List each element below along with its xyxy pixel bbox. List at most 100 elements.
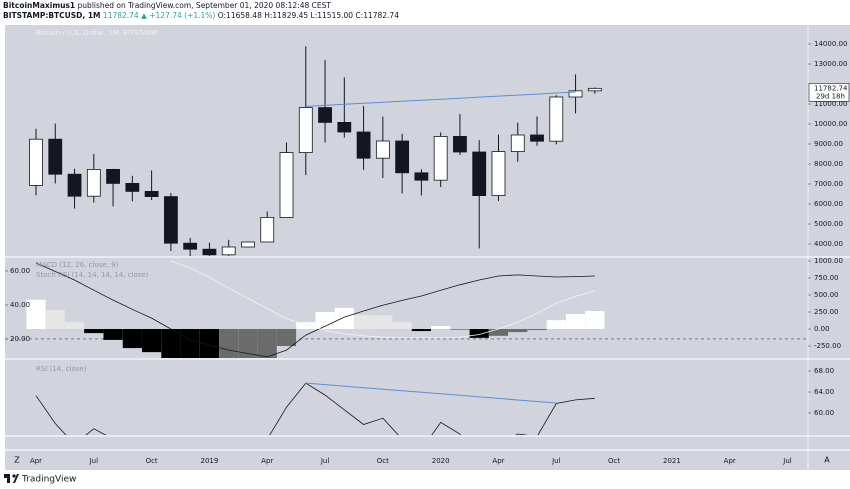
x-tick-label: Oct — [377, 457, 389, 465]
histogram-bar — [565, 314, 586, 330]
x-tick-label: Jul — [551, 457, 561, 465]
candle-body — [298, 107, 313, 153]
x-tick-label: 2021 — [663, 457, 681, 465]
y-tick-label: 64.00 — [814, 388, 834, 396]
y-tick-label: 14000.00 — [814, 40, 847, 48]
histogram-bar — [411, 329, 431, 332]
y-tick-label: 5000.00 — [814, 220, 843, 228]
histogram-bar — [45, 309, 65, 330]
candle-body — [568, 90, 583, 98]
candle-body — [144, 190, 159, 197]
candle-body — [530, 134, 544, 142]
candle-body — [106, 168, 120, 184]
candle-body — [414, 172, 429, 181]
histogram-bar — [161, 329, 181, 358]
y-tick-label: 7000.00 — [814, 180, 843, 188]
histogram-bar — [276, 329, 297, 347]
histogram-bar — [315, 312, 335, 330]
indicator-line — [35, 262, 595, 358]
last-price: 11782.74 — [814, 84, 848, 92]
trend-line — [305, 382, 557, 404]
histogram-bar — [219, 329, 239, 358]
trend-line — [305, 91, 576, 107]
histogram-bar — [546, 320, 566, 330]
x-tick-label: Apr — [492, 457, 504, 465]
candle-body — [183, 242, 198, 250]
y-tick-label: 11000.00 — [814, 100, 847, 108]
indicator-label: MACD (12, 26, close, 9) — [36, 261, 119, 269]
candle-body — [453, 135, 467, 153]
y-tick-label: 500.00 — [814, 291, 839, 299]
y-tick-label: 6000.00 — [814, 200, 843, 208]
y-tick-label: 1000.00 — [814, 257, 843, 265]
pane — [5, 260, 808, 358]
x-tick-label: Apr — [724, 457, 736, 465]
x-tick-label: Oct — [608, 457, 620, 465]
candle-body — [279, 152, 294, 218]
histogram-bar — [103, 329, 123, 340]
x-tick-label: 2020 — [432, 457, 450, 465]
candle-body — [86, 168, 101, 197]
y-tick-label: 60.00 — [814, 409, 834, 417]
y-tick-label: 4000.00 — [814, 240, 843, 248]
histogram-bar — [26, 299, 46, 330]
symbol-line: BITSTAMP:BTCUSD, 1M 11782.74 ▲ +127.74 (… — [3, 11, 399, 20]
indicator-label: RSI (14, close) — [36, 365, 87, 373]
pane — [35, 382, 595, 435]
x-tick-label: Jul — [320, 457, 330, 465]
y-tick-label: 9000.00 — [814, 140, 843, 148]
brand: TradingView — [21, 475, 76, 485]
histogram-bar — [84, 329, 104, 334]
candle-body — [202, 248, 217, 256]
axis-button[interactable]: Z — [14, 456, 20, 465]
x-tick-label: Jul — [89, 457, 99, 465]
y-tick-label: 68.00 — [814, 367, 834, 375]
y-tick-label: 40.00 — [10, 301, 30, 309]
candle-body — [375, 140, 390, 159]
candle-body — [587, 87, 602, 92]
candle-body — [67, 173, 82, 197]
histogram-bar — [353, 315, 374, 330]
candle-body — [395, 140, 410, 174]
histogram-bar — [373, 315, 393, 330]
candle-body — [221, 246, 236, 256]
candle-body — [29, 138, 43, 186]
candle-body — [125, 182, 140, 192]
quote: 11782.74 ▲ +127.74 (+1.1%) — [103, 11, 215, 20]
y-tick-label: 0.00 — [814, 325, 830, 333]
histogram-bar — [296, 322, 316, 330]
candle-body — [472, 151, 487, 196]
histogram-bar — [527, 329, 547, 331]
candle-body — [491, 151, 506, 197]
y-tick-label: 10000.00 — [814, 120, 847, 128]
countdown: 29d 18h — [816, 92, 845, 100]
histogram-bar — [122, 329, 142, 349]
candle-body — [549, 96, 564, 142]
candle-body — [337, 122, 352, 133]
x-tick-label: Apr — [30, 457, 42, 465]
pane-title: Bitcoin / U.S. Dollar, 1M, BITSTAMP — [36, 29, 158, 37]
y-tick-label: -250.00 — [814, 342, 841, 350]
axis-button[interactable]: A — [824, 456, 830, 465]
brand-logo — [4, 474, 19, 483]
x-tick-label: 2019 — [201, 457, 219, 465]
y-tick-label: 60.00 — [10, 267, 30, 275]
ohlc: O:11658.48 H:11829.45 L:11515.00 C:11782… — [218, 11, 399, 20]
candle-body — [48, 138, 63, 175]
histogram-bar — [488, 329, 509, 336]
header-line: BitcoinMaximus1 published on TradingView… — [3, 1, 331, 10]
histogram-bar — [199, 329, 220, 358]
candle-body — [510, 134, 525, 153]
indicator-label: Stoch RSI (14, 14, 14, 14, close) — [36, 271, 149, 279]
y-tick-label: 750.00 — [814, 274, 839, 282]
histogram-bar — [334, 307, 354, 330]
x-tick-label: Apr — [261, 457, 273, 465]
indicator-line — [170, 260, 595, 339]
pane — [29, 46, 602, 256]
y-tick-label: 250.00 — [814, 308, 839, 316]
symbol: BITSTAMP:BTCUSD, 1M — [3, 11, 101, 20]
y-tick-label: 20.00 — [10, 335, 30, 343]
histogram-bar — [392, 322, 412, 330]
